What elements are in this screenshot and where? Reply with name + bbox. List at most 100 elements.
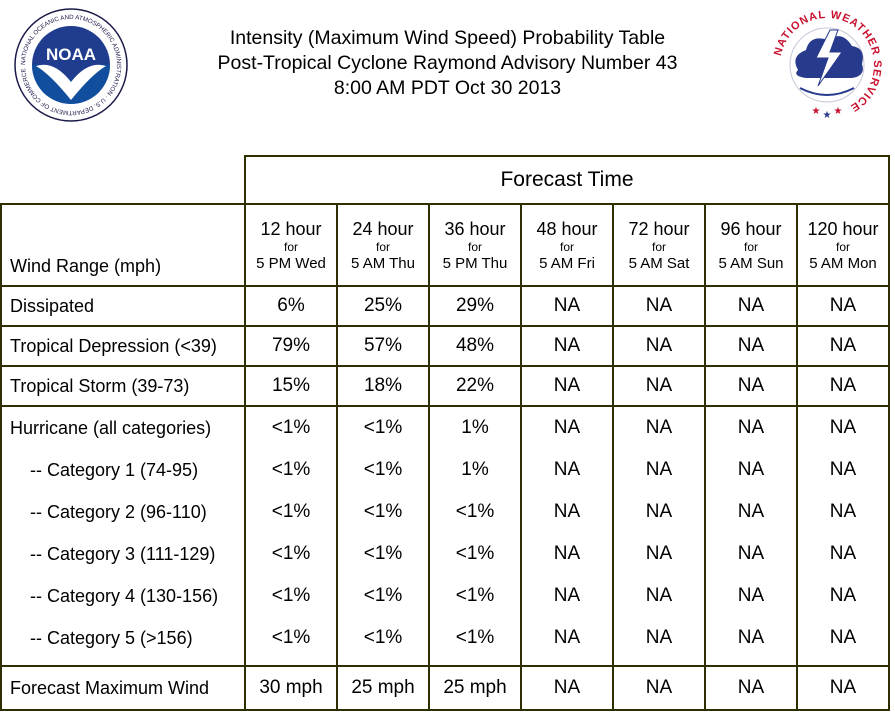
probability-cell: NA <box>520 325 614 367</box>
probability-cell: NA <box>737 627 765 648</box>
probability-cell: NA <box>704 365 798 407</box>
noaa-logo-text: NOAA <box>46 45 96 64</box>
page-title: Intensity (Maximum Wind Speed) Probabili… <box>150 26 745 101</box>
probability-cell: NA <box>612 365 706 407</box>
probability-cell: NA <box>829 459 857 480</box>
probability-cell: NA <box>553 585 581 606</box>
hurricane-row-label: -- Category 3 (111-129) <box>30 544 216 564</box>
probability-cell: <1% <box>271 543 311 564</box>
probability-cell: NA <box>796 285 890 327</box>
probability-cell: NA <box>704 285 798 327</box>
column-header: 72 hour for 5 AM Sat <box>612 203 706 287</box>
probability-cell: 29% <box>428 285 522 327</box>
probability-cell: <1% <box>363 459 403 480</box>
probability-cell: <1% <box>363 501 403 522</box>
probability-cell: NA <box>829 585 857 606</box>
probability-cell: NA <box>829 417 857 438</box>
hurricane-row-label: -- Category 2 (96-110) <box>30 502 207 522</box>
star-icon: ★ <box>812 106 821 117</box>
probability-cell: NA <box>737 417 765 438</box>
column-when: 5 AM Sun <box>718 254 784 272</box>
max-wind-cell: NA <box>612 665 706 711</box>
column-when: 5 AM Sat <box>628 254 690 272</box>
column-when: 5 AM Fri <box>539 254 595 272</box>
probability-cell: <1% <box>363 417 403 438</box>
hurricane-column: <1% <1% <1% <1% <1% <1% <box>244 405 338 667</box>
hurricane-row-label: -- Category 5 (>156) <box>30 628 193 648</box>
title-line-1: Intensity (Maximum Wind Speed) Probabili… <box>229 27 666 49</box>
column-hour: 48 hour <box>536 218 598 239</box>
probability-cell: <1% <box>271 417 311 438</box>
probability-cell: <1% <box>271 585 311 606</box>
probability-cell: NA <box>520 285 614 327</box>
probability-cell: 1% <box>461 417 489 438</box>
probability-cell: 79% <box>244 325 338 367</box>
probability-cell: NA <box>829 543 857 564</box>
column-header: 36 hour for 5 PM Thu <box>428 203 522 287</box>
probability-cell: 15% <box>244 365 338 407</box>
max-wind-cell: NA <box>704 665 798 711</box>
column-hour: 96 hour <box>720 218 782 239</box>
column-for: for <box>835 239 850 254</box>
column-header: 12 hour for 5 PM Wed <box>244 203 338 287</box>
probability-cell: 57% <box>336 325 430 367</box>
probability-cell: NA <box>796 325 890 367</box>
probability-cell: NA <box>553 417 581 438</box>
column-header: 24 hour for 5 AM Thu <box>336 203 430 287</box>
probability-cell: 18% <box>336 365 430 407</box>
hurricane-row-label: -- Category 1 (74-95) <box>30 460 199 480</box>
hurricane-column: NA NA NA NA NA NA <box>796 405 890 667</box>
row-label: Tropical Storm (39-73) <box>0 365 246 407</box>
probability-cell: <1% <box>363 543 403 564</box>
probability-table: Forecast Time Wind Range (mph) 12 hour fo… <box>0 155 890 711</box>
star-icon: ★ <box>834 106 843 117</box>
probability-cell: NA <box>737 459 765 480</box>
probability-cell: NA <box>829 627 857 648</box>
max-wind-row: Forecast Maximum Wind 30 mph 25 mph 25 mph N… <box>0 665 890 711</box>
forecast-time-header: Forecast Time <box>244 155 890 205</box>
title-line-2: Post-Tropical Cyclone Raymond Advisory N… <box>217 52 678 74</box>
probability-cell: 1% <box>461 459 489 480</box>
table-row: Tropical Storm (39-73) 15% 18% 22% NA NA NA NA <box>0 365 890 407</box>
column-for: for <box>283 239 298 254</box>
probability-cell: <1% <box>271 501 311 522</box>
column-for: for <box>743 239 758 254</box>
row-label: Tropical Depression (<39) <box>0 325 246 367</box>
wind-range-header: Wind Range (mph) <box>0 203 246 287</box>
hurricane-labels: Hurricane (all categories) -- Category 1 … <box>0 405 246 667</box>
column-header: 96 hour for 5 AM Sun <box>704 203 798 287</box>
column-when: 5 PM Wed <box>256 254 326 272</box>
column-for: for <box>375 239 390 254</box>
nws-logo-icon: NATIONAL WEATHER SERVICE ★ ★ ★ <box>771 9 883 121</box>
probability-cell: NA <box>737 543 765 564</box>
probability-cell: 6% <box>244 285 338 327</box>
probability-cell: <1% <box>455 627 495 648</box>
row-label: Dissipated <box>0 285 246 327</box>
probability-cell: NA <box>737 501 765 522</box>
probability-cell: 22% <box>428 365 522 407</box>
column-header: 48 hour for 5 AM Fri <box>520 203 614 287</box>
max-wind-cell: NA <box>796 665 890 711</box>
probability-cell: 48% <box>428 325 522 367</box>
probability-cell: NA <box>612 285 706 327</box>
max-wind-cell: NA <box>520 665 614 711</box>
probability-cell: NA <box>520 365 614 407</box>
probability-cell: NA <box>645 543 673 564</box>
column-header: 120 hour for 5 AM Mon <box>796 203 890 287</box>
probability-cell: NA <box>796 365 890 407</box>
column-hour: 24 hour <box>352 218 414 239</box>
star-icon: ★ <box>823 110 832 121</box>
probability-cell: NA <box>704 325 798 367</box>
hurricane-column: <1% <1% <1% <1% <1% <1% <box>336 405 430 667</box>
probability-cell: NA <box>553 459 581 480</box>
probability-cell: <1% <box>455 543 495 564</box>
hurricane-column: 1% 1% <1% <1% <1% <1% <box>428 405 522 667</box>
max-wind-cell: 25 mph <box>336 665 430 711</box>
probability-cell: NA <box>645 627 673 648</box>
probability-cell: NA <box>645 417 673 438</box>
column-hour: 12 hour <box>260 218 322 239</box>
probability-cell: NA <box>553 627 581 648</box>
probability-cell: NA <box>645 459 673 480</box>
max-wind-label: Forecast Maximum Wind <box>0 665 246 711</box>
title-line-3: 8:00 AM PDT Oct 30 2013 <box>333 77 562 99</box>
